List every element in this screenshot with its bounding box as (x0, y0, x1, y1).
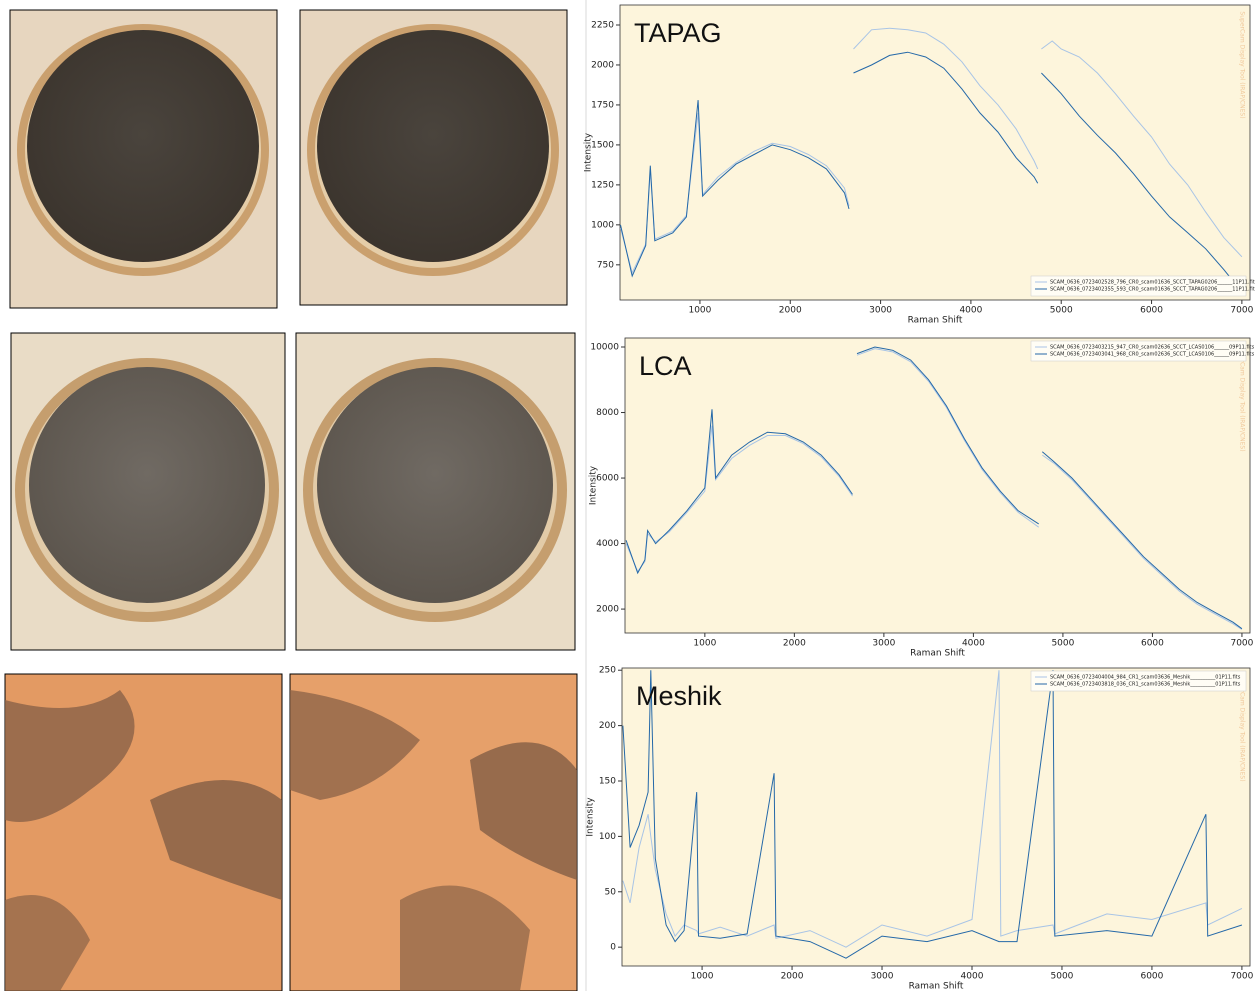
plot-area (622, 668, 1250, 966)
x-tick-label: 1000 (691, 972, 714, 982)
y-tick-label: 100 (599, 832, 616, 842)
plot-area (620, 5, 1250, 300)
photo (11, 333, 285, 650)
chart-title: LCA (639, 351, 692, 381)
x-tick-label: 2000 (783, 639, 806, 649)
x-tick-label: 4000 (959, 306, 982, 316)
legend-label: SCAM_0636_0723402528_796_CR0_scam01636_S… (1050, 280, 1255, 286)
chart: 0 50 100 150 200 250 1000 2000 3000 4000 5000 6000 7… (586, 666, 1254, 991)
plot-area (625, 338, 1250, 633)
y-tick-label: 10000 (590, 343, 619, 353)
y-tick-label: 50 (605, 887, 617, 897)
chart-title: TAPAG (634, 18, 722, 48)
x-tick-label: 6000 (1140, 972, 1163, 982)
x-tick-label: 1000 (688, 306, 711, 316)
legend-label: SCAM_0636_0723403818_036_CR1_scam03636_M… (1050, 682, 1241, 688)
y-axis-label: Intensity (586, 797, 596, 837)
y-axis-label: Intensity (589, 465, 599, 505)
chart-title: Meshik (636, 681, 722, 711)
x-tick-label: 2000 (779, 306, 802, 316)
y-tick-label: 250 (599, 666, 616, 676)
y-axis-label: Intensity (584, 132, 594, 172)
y-tick-label: 1000 (591, 220, 614, 230)
x-tick-label: 6000 (1140, 306, 1163, 316)
y-tick-label: 1750 (591, 100, 614, 110)
y-tick-label: 150 (599, 776, 616, 786)
x-tick-label: 4000 (961, 972, 984, 982)
y-tick-label: 4000 (596, 539, 619, 549)
legend: SCAM_0636_0723403215_947_CR0_scam02636_S… (1031, 341, 1255, 361)
x-axis-label: Raman Shift (908, 316, 963, 326)
photo (10, 10, 277, 308)
x-tick-label: 3000 (872, 639, 895, 649)
legend-label: SCAM_0636_0723404004_984_CR1_scam03636_M… (1050, 675, 1241, 681)
x-tick-label: 6000 (1141, 639, 1164, 649)
photo (296, 333, 575, 650)
y-tick-label: 1500 (591, 140, 614, 150)
photo (5, 674, 282, 991)
photos (5, 10, 577, 991)
y-tick-label: 750 (597, 260, 614, 270)
x-tick-label: 7000 (1230, 306, 1253, 316)
photo (290, 674, 577, 991)
y-tick-label: 1250 (591, 180, 614, 190)
chart: 750 1000 1250 1500 1750 2000 2250 1000 2000 3000 4… (584, 5, 1255, 326)
photo (300, 10, 567, 305)
x-tick-label: 5000 (1051, 639, 1074, 649)
x-tick-label: 5000 (1050, 306, 1073, 316)
x-tick-label: 7000 (1230, 972, 1253, 982)
x-tick-label: 5000 (1051, 972, 1074, 982)
x-tick-label: 1000 (693, 639, 716, 649)
x-tick-label: 4000 (962, 639, 985, 649)
x-axis-label: Raman Shift (909, 982, 964, 992)
y-tick-label: 2000 (591, 60, 614, 70)
x-tick-label: 2000 (781, 972, 804, 982)
legend: SCAM_0636_0723404004_984_CR1_scam03636_M… (1031, 671, 1246, 691)
x-tick-label: 3000 (871, 972, 894, 982)
legend: SCAM_0636_0723402528_796_CR0_scam01636_S… (1031, 276, 1255, 296)
y-tick-label: 0 (610, 943, 616, 953)
x-tick-label: 7000 (1230, 639, 1253, 649)
y-tick-label: 6000 (596, 474, 619, 484)
watermark: SuperCam Display Tool (IRAP/CNES) (1239, 11, 1246, 118)
legend-label: SCAM_0636_0723403041_968_CR0_scam02636_S… (1050, 352, 1255, 358)
x-tick-label: 3000 (869, 306, 892, 316)
legend-label: SCAM_0636_0723402355_593_CR0_scam01636_S… (1050, 287, 1255, 293)
y-tick-label: 8000 (596, 408, 619, 418)
y-tick-label: 2000 (596, 605, 619, 615)
chart: 2000 4000 6000 8000 10000 1000 2000 3000 4000 500… (589, 338, 1255, 659)
y-tick-label: 2250 (591, 20, 614, 30)
x-axis-label: Raman Shift (910, 649, 965, 659)
y-tick-label: 200 (599, 721, 616, 731)
legend-label: SCAM_0636_0723403215_947_CR0_scam02636_S… (1050, 345, 1255, 351)
